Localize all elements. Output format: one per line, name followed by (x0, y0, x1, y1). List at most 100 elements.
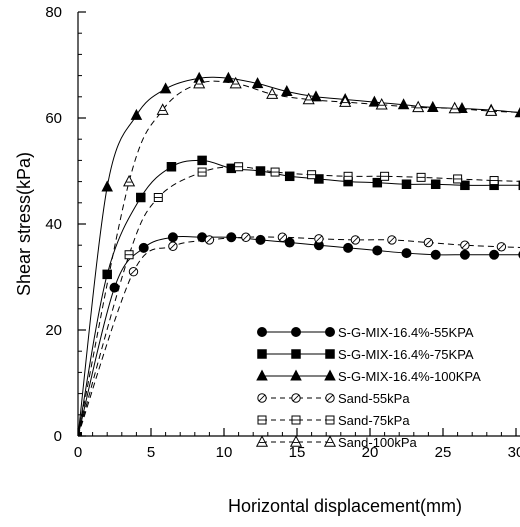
data-point-stroke (425, 239, 432, 246)
series-2 (78, 155, 520, 436)
legend-marker (257, 349, 267, 359)
data-point (401, 248, 412, 259)
series-5 (78, 162, 520, 436)
y-tick-label: 0 (54, 428, 62, 445)
y-tick-label: 40 (45, 216, 62, 233)
legend-marker (291, 349, 301, 359)
y-tick-label: 20 (45, 322, 62, 339)
data-point (448, 101, 461, 114)
data-point (266, 87, 279, 99)
data-point (489, 249, 500, 260)
data-point (430, 179, 441, 189)
data-point (456, 101, 468, 114)
data-point (193, 76, 206, 89)
x-tick-label: 5 (147, 444, 155, 461)
legend-entry: S-G-MIX-16.4%-55KPA (257, 325, 474, 340)
legend-entry: Sand-100kPa (255, 435, 418, 450)
data-point-stroke (279, 233, 286, 241)
data-point (130, 108, 143, 120)
data-point (514, 106, 520, 118)
data-point-stroke (206, 236, 213, 244)
data-point (255, 234, 266, 245)
data-point (284, 237, 295, 248)
legend-marker (323, 435, 337, 447)
legend-entry: Sand-55kPa (257, 391, 410, 406)
x-tick-label: 20 (362, 444, 379, 461)
plot-area (78, 71, 520, 436)
data-point-stroke (461, 241, 469, 249)
data-point-stroke (242, 233, 250, 241)
legend-label: Sand-100kPa (338, 435, 418, 450)
legend-label: S-G-MIX-16.4%-100KPA (338, 369, 481, 384)
legend-label: Sand-75kPa (338, 413, 410, 428)
legend-marker (291, 327, 301, 337)
legend-marker (324, 369, 336, 381)
data-point (138, 242, 149, 253)
legend-marker (256, 369, 268, 381)
data-point (281, 85, 293, 97)
legend-marker (289, 435, 303, 447)
series-4 (78, 232, 520, 436)
y-axis-title: Shear stress(kPa) (14, 152, 34, 296)
data-point (375, 97, 388, 110)
data-point-stroke (498, 243, 505, 251)
legend-label: S-G-MIX-16.4%-55KPA (338, 325, 474, 340)
legend-marker (325, 327, 335, 337)
data-point (372, 245, 383, 256)
legend-entry: Sand-75kPa (257, 413, 410, 428)
data-point-stroke (130, 268, 137, 275)
data-point (460, 180, 470, 191)
data-point-stroke (388, 236, 396, 244)
data-point (226, 232, 237, 243)
data-point (136, 192, 146, 203)
legend-marker-stroke (292, 394, 300, 402)
data-point (284, 171, 295, 182)
y-tick-label: 60 (45, 110, 62, 127)
data-point (251, 77, 264, 89)
data-point (310, 90, 322, 102)
data-point (459, 249, 470, 260)
x-axis-title: Horizontal displacement(mm) (228, 496, 462, 516)
data-point (427, 100, 439, 112)
x-tick-label: 10 (216, 444, 233, 461)
data-point (372, 177, 383, 188)
legend-entry: S-G-MIX-16.4%-100KPA (256, 369, 481, 384)
data-point (255, 166, 266, 176)
legend-marker-stroke (258, 394, 266, 402)
data-point (412, 100, 425, 113)
axes: 0 5 10 15 20 25 30 0 20 40 60 80 (45, 4, 520, 461)
data-point (102, 269, 112, 280)
data-point (123, 174, 136, 187)
data-point (302, 92, 315, 105)
x-tick-label: 30 (508, 444, 520, 461)
x-tick-label: 25 (435, 444, 452, 461)
data-point-stroke (352, 236, 359, 244)
origin-point (78, 432, 82, 436)
data-point (101, 180, 113, 192)
data-point-stroke (169, 243, 177, 250)
data-point (167, 232, 178, 243)
series-line (78, 236, 520, 436)
data-point (343, 242, 354, 253)
y-tick-label: 80 (45, 4, 62, 21)
data-point (430, 249, 441, 260)
series-6 (78, 76, 520, 436)
data-point (401, 179, 412, 189)
x-tick-label: 15 (289, 444, 306, 461)
data-point (229, 76, 242, 89)
data-point-stroke (315, 235, 323, 243)
data-point (166, 162, 177, 172)
data-point (156, 103, 169, 115)
legend-marker-stroke (326, 394, 334, 402)
data-point (485, 104, 498, 116)
legend-marker (257, 327, 267, 337)
x-tick-label: 0 (74, 444, 82, 461)
legend-entry: S-G-MIX-16.4%-75KPA (257, 347, 474, 362)
legend-marker (290, 369, 302, 381)
legend-marker (255, 435, 269, 447)
legend: S-G-MIX-16.4%-55KPA S-G-MIX-16.4%-75KPA S-… (255, 325, 481, 450)
legend-label: S-G-MIX-16.4%-75KPA (338, 347, 474, 362)
data-point (339, 95, 352, 107)
legend-marker (325, 349, 335, 359)
